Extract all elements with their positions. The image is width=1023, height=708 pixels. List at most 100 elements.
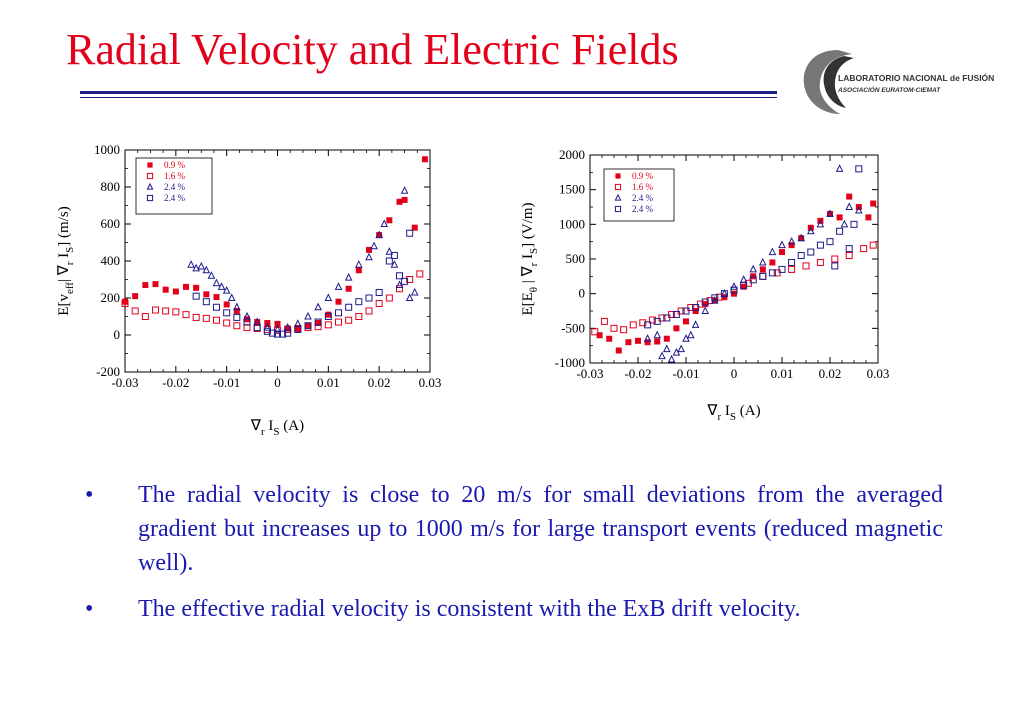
data-point	[207, 271, 216, 279]
data-point	[401, 277, 409, 285]
data-point	[324, 321, 332, 329]
data-point	[836, 214, 843, 221]
data-point	[711, 294, 719, 302]
y-label-part: ] (V/m)	[520, 202, 536, 247]
data-point	[202, 314, 210, 322]
x-tick-label: -0.01	[672, 366, 699, 381]
logo-swoosh-icon	[803, 50, 852, 114]
data-point	[596, 332, 603, 339]
legend-label: 0.9 %	[164, 160, 186, 170]
data-point	[279, 330, 287, 338]
data-point	[654, 338, 661, 345]
x-tick-label: 0.03	[419, 375, 442, 390]
data-point	[759, 272, 767, 280]
data-point	[365, 252, 373, 261]
data-point	[396, 198, 403, 205]
data-point	[787, 237, 796, 245]
data-point	[644, 321, 652, 329]
y-label-part: I	[520, 254, 536, 263]
y-tick-label: 0	[114, 327, 121, 342]
data-point	[203, 291, 210, 298]
data-point	[629, 321, 637, 329]
x-label-part: ∇	[250, 418, 262, 434]
data-point	[192, 263, 200, 272]
bullet-marker: •	[85, 596, 94, 622]
x-tick-label: -0.02	[162, 375, 189, 390]
data-point	[152, 281, 159, 288]
y-axis-label: E[veff| ∇r IS] (m/s)	[56, 206, 76, 315]
data-point	[759, 266, 766, 273]
data-point	[835, 164, 844, 172]
data-point	[375, 230, 383, 239]
y-label-sub: S	[528, 248, 540, 254]
bullet-item: • The effective radial velocity is consi…	[85, 592, 943, 626]
data-point	[591, 328, 599, 336]
data-point	[855, 165, 863, 173]
data-point	[768, 269, 776, 277]
bullet-item: • The radial velocity is close to 20 m/s…	[85, 478, 943, 580]
data-point	[396, 285, 403, 293]
data-point	[390, 251, 398, 259]
x-label-sub: S	[730, 411, 736, 423]
data-point	[663, 335, 670, 342]
data-point	[390, 260, 399, 268]
x-label-sub: r	[261, 426, 265, 438]
data-point	[345, 285, 352, 292]
legend-marker	[146, 182, 154, 190]
data-point	[416, 270, 424, 278]
data-point	[405, 293, 414, 301]
data-point	[223, 309, 231, 317]
data-point	[375, 300, 383, 308]
data-point	[122, 298, 128, 305]
data-point	[653, 330, 662, 339]
slide-title: Radial Velocity and Electric Fields	[66, 25, 679, 74]
data-point	[846, 193, 853, 200]
legend-marker	[147, 162, 153, 168]
data-point	[233, 302, 241, 311]
data-point	[385, 257, 393, 265]
data-point	[355, 298, 363, 306]
y-label-sub: S	[64, 247, 76, 253]
data-point	[769, 259, 776, 266]
legend-marker	[146, 172, 154, 180]
data-point	[217, 282, 226, 290]
data-point	[816, 219, 825, 228]
data-point	[778, 265, 786, 273]
y-tick-label: -200	[96, 364, 120, 379]
bullet-marker: •	[85, 482, 94, 508]
data-point	[826, 209, 834, 217]
x-label-sub: S	[273, 426, 279, 438]
data-point	[365, 294, 373, 302]
legend-label: 2.4 %	[632, 193, 654, 203]
data-point	[749, 264, 758, 273]
data-point	[606, 335, 613, 342]
data-point	[816, 241, 824, 249]
y-tick-label: -1000	[555, 355, 585, 370]
data-point	[672, 310, 680, 318]
data-point	[702, 301, 709, 308]
y-tick-label: 0	[579, 286, 586, 301]
x-tick-label: 0.02	[368, 375, 391, 390]
data-point	[355, 267, 362, 274]
x-axis-label: ∇r IS (A)	[250, 418, 304, 438]
data-point	[162, 307, 170, 315]
x-tick-label: -0.03	[576, 366, 603, 381]
data-point	[263, 327, 271, 335]
data-point	[759, 272, 767, 280]
x-label-part: ∇	[706, 403, 718, 419]
data-point	[845, 252, 853, 260]
ciemat-logo: LABORATORIO NACIONAL de FUSIÓN ASOCIACIÓ…	[800, 42, 1005, 120]
data-point	[643, 334, 652, 342]
data-point	[304, 311, 312, 320]
x-axis-label: ∇r IS (A)	[706, 403, 760, 423]
y-label-part: E[v	[56, 294, 72, 316]
data-point	[860, 245, 868, 253]
y-label-part: ] (m/s)	[56, 206, 72, 246]
data-point	[355, 260, 363, 268]
data-point	[710, 295, 719, 304]
y-label-part: | ∇	[520, 265, 536, 287]
velocity-chart-svg: -0.03 -0.02 -0.01 0 0.01 0.02 0.03 -200 0 200 400 6…	[56, 142, 442, 438]
data-point	[355, 313, 363, 320]
data-point	[788, 242, 795, 249]
y-tick-label: 400	[101, 253, 121, 268]
